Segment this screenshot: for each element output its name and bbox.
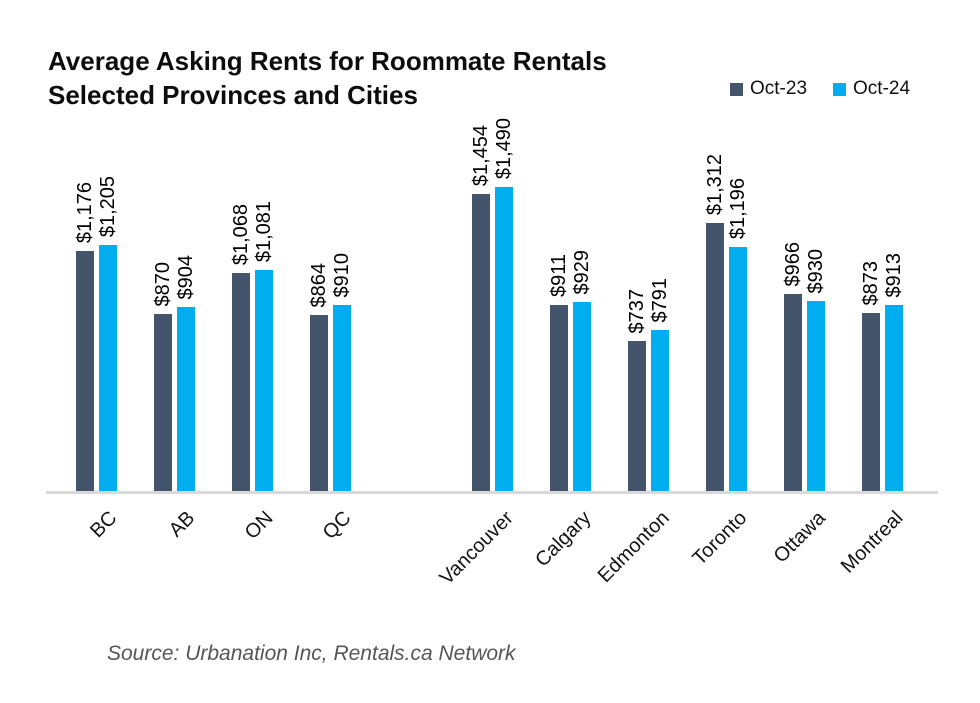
x-axis-label-montreal: Montreal xyxy=(836,507,908,578)
x-axis-label-ottawa: Ottawa xyxy=(769,507,830,568)
bar-value-label-oct-23-qc: $864 xyxy=(307,262,330,308)
x-axis-label-calgary: Calgary xyxy=(531,507,596,572)
chart-title-line-2: Selected Provinces and Cities xyxy=(48,80,418,110)
bar-value-label-oct-23-calgary: $911 xyxy=(547,253,570,297)
x-axis-label-vancouver: Vancouver xyxy=(435,507,518,590)
bar-oct-23-bc xyxy=(75,251,94,492)
bar-group-vancouver: $1,454 $1,490 xyxy=(469,0,515,492)
bar-group-ottawa: $966 $930 xyxy=(781,0,827,492)
bar-value-label-oct-23-vancouver: $1,454 xyxy=(469,124,492,186)
bar-oct-23-toronto xyxy=(705,223,724,492)
bar-oct-23-on xyxy=(231,273,250,492)
bar-value-label-oct-24-montreal: $913 xyxy=(882,252,905,298)
bar-value-label-oct-24-toronto: $1,196 xyxy=(726,177,749,239)
bar-oct-23-ottawa xyxy=(783,294,802,492)
bar-group-edmonton: $737 $791 xyxy=(625,0,671,492)
bar-value-label-oct-24-calgary: $929 xyxy=(570,249,593,295)
bar-value-label-oct-23-bc: $1,176 xyxy=(73,181,96,243)
bar-oct-23-edmonton xyxy=(627,341,646,492)
x-axis-line xyxy=(46,491,938,494)
bar-oct-24-qc xyxy=(332,305,351,492)
bar-value-label-oct-24-edmonton: $791 xyxy=(648,277,671,323)
chart-title: Average Asking Rents for Roommate Rental… xyxy=(48,44,607,112)
bar-oct-23-qc xyxy=(309,315,328,492)
bar-value-label-oct-23-edmonton: $737 xyxy=(625,288,648,334)
x-axis-label-ab: AB xyxy=(165,507,200,542)
legend-swatch-oct-24 xyxy=(833,82,847,96)
x-axis-label-qc: QC xyxy=(318,507,356,544)
bar-group-on: $1,068 $1,081 xyxy=(229,0,275,492)
legend-item-oct-24: Oct-24 xyxy=(833,78,910,100)
bar-value-label-oct-24-ottawa: $930 xyxy=(804,248,827,294)
plot-area: $1,176 $1,205 $870 $904 $1,068 $1,081 $864 $910… xyxy=(73,0,905,492)
bar-value-label-oct-23-toronto: $1,312 xyxy=(703,153,726,215)
bar-oct-23-ab xyxy=(153,314,172,492)
x-axis-label-bc: BC xyxy=(86,507,122,543)
bar-oct-24-on xyxy=(254,270,273,492)
bar-oct-24-calgary xyxy=(572,302,591,492)
bar-value-label-oct-24-qc: $910 xyxy=(330,252,353,298)
bar-value-label-oct-23-ottawa: $966 xyxy=(781,241,804,287)
bar-group-ab: $870 $904 xyxy=(151,0,197,492)
bar-value-label-oct-24-ab: $904 xyxy=(174,254,197,300)
bar-group-montreal: $873 $913 xyxy=(859,0,905,492)
bar-oct-24-montreal xyxy=(884,305,903,492)
legend-item-oct-23: Oct-23 xyxy=(730,78,807,100)
bar-oct-23-calgary xyxy=(549,305,568,492)
bar-oct-24-vancouver xyxy=(494,187,513,492)
bar-value-label-oct-24-vancouver: $1,490 xyxy=(492,117,515,179)
legend: Oct-23 Oct-24 xyxy=(730,78,910,100)
chart-title-line-1: Average Asking Rents for Roommate Rental… xyxy=(48,46,607,76)
bar-group-toronto: $1,312 $1,196 xyxy=(703,0,749,492)
x-axis-label-edmonton: Edmonton xyxy=(593,507,674,588)
bar-value-label-oct-24-bc: $1,205 xyxy=(96,175,119,237)
bar-oct-23-vancouver xyxy=(471,194,490,492)
source-note: Source: Urbanation Inc, Rentals.ca Netwo… xyxy=(107,642,516,665)
bar-oct-23-montreal xyxy=(861,313,880,492)
legend-label-oct-24: Oct-24 xyxy=(853,78,911,99)
legend-label-oct-23: Oct-23 xyxy=(750,78,808,99)
bar-oct-24-ab xyxy=(176,307,195,492)
bar-value-label-oct-23-ab: $870 xyxy=(151,261,174,307)
bar-value-label-oct-23-montreal: $873 xyxy=(859,260,882,306)
bar-oct-24-bc xyxy=(98,245,117,492)
bar-oct-24-toronto xyxy=(728,247,747,492)
bar-value-label-oct-24-on: $1,081 xyxy=(252,200,275,262)
bar-oct-24-ottawa xyxy=(806,301,825,492)
legend-swatch-oct-23 xyxy=(730,82,743,96)
bar-group-qc: $864 $910 xyxy=(307,0,353,492)
bar-oct-24-edmonton xyxy=(650,330,669,492)
bar-value-label-oct-23-on: $1,068 xyxy=(229,203,252,265)
bar-group-calgary: $911 $929 xyxy=(547,0,593,492)
x-axis-label-toronto: Toronto xyxy=(688,507,752,570)
bar-group-bc: $1,176 $1,205 xyxy=(73,0,119,492)
x-axis-label-on: ON xyxy=(240,507,278,544)
